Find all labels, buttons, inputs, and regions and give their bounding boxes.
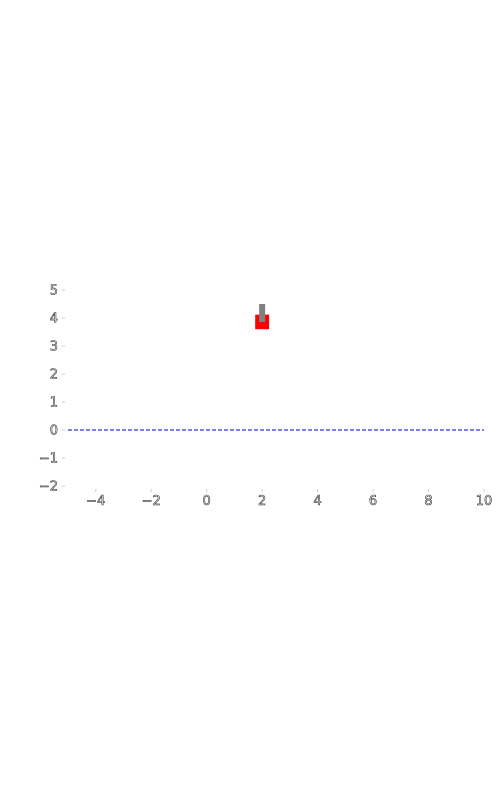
x-tick-label: 2 — [258, 494, 266, 509]
x-tick-label: −4 — [86, 494, 105, 509]
x-tick-label: 10 — [476, 494, 493, 509]
y-tick-label: 4 — [50, 312, 58, 327]
y-axis: 5 4 3 2 1 0 −1 −2 — [39, 283, 65, 495]
x-tick-label: −2 — [142, 494, 161, 509]
y-tick-label: 3 — [50, 340, 58, 355]
x-tick-label: 0 — [203, 494, 211, 509]
y-tick-label: 1 — [50, 396, 58, 411]
x-axis: −4 −2 0 2 4 6 8 10 — [86, 489, 493, 509]
error-bar — [259, 304, 266, 322]
y-tick-label: 5 — [50, 284, 58, 299]
y-tick-label: −2 — [39, 480, 58, 495]
x-tick-label: 8 — [424, 494, 432, 509]
y-tick-label: 2 — [50, 368, 58, 383]
x-tick-label: 6 — [369, 494, 377, 509]
y-tick-label: −1 — [39, 452, 58, 467]
x-tick-label: 4 — [313, 494, 321, 509]
bars — [255, 304, 270, 330]
y-tick-label: 0 — [50, 424, 58, 439]
